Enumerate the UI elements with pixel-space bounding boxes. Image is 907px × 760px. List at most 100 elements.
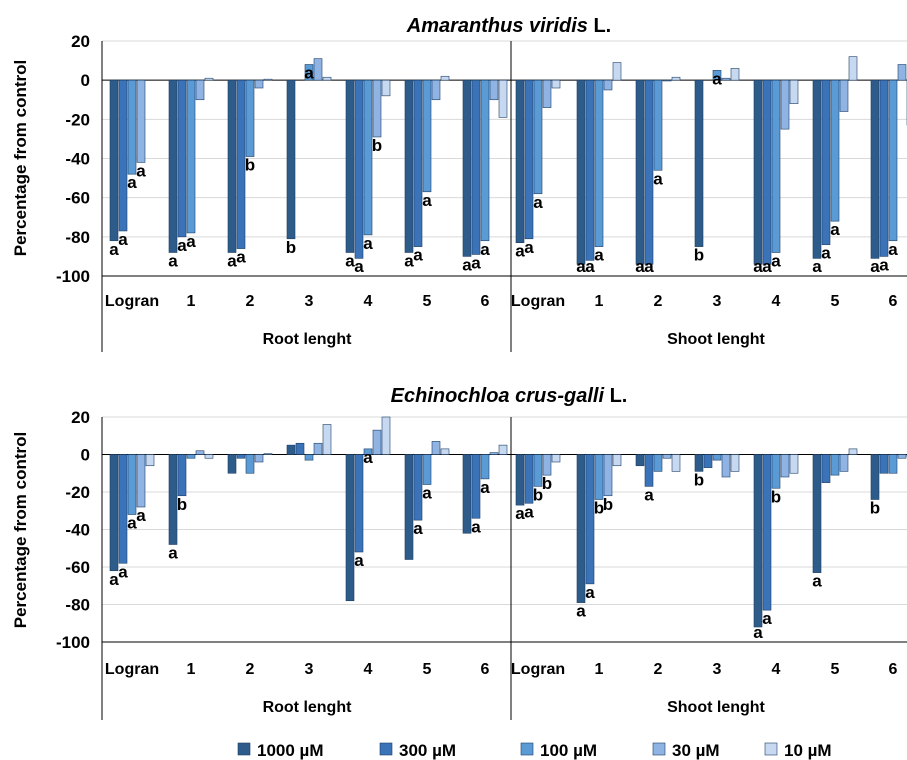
significance-letter: a: [753, 257, 763, 276]
bar: [821, 79, 831, 245]
category-label: 6: [889, 293, 898, 310]
significance-letter: a: [422, 484, 432, 503]
significance-letter: a: [821, 244, 831, 263]
significance-letter: a: [644, 257, 654, 276]
bar: [177, 79, 187, 238]
bar: [730, 454, 740, 472]
legend-label: 1000 µM: [257, 741, 324, 760]
bar: [404, 454, 414, 560]
significance-letter: a: [812, 257, 822, 276]
bar: [195, 79, 205, 101]
bar: [533, 79, 543, 195]
significance-letter: a: [533, 193, 543, 212]
significance-letter: b: [694, 246, 704, 265]
significance-letter: a: [585, 583, 595, 602]
group-label: Root lenght: [263, 699, 353, 716]
category-label: 4: [364, 661, 373, 678]
bar: [227, 454, 237, 474]
echinochloa-chart: 20 0 -20 -40 -60 -80 -100 Echinochloa crus-gall…: [11, 385, 907, 720]
bar: [594, 79, 604, 247]
bar: [653, 79, 663, 171]
bar: [363, 448, 373, 455]
category-label: 1: [595, 661, 604, 678]
significance-letter: a: [830, 220, 840, 239]
bar: [644, 79, 654, 265]
bar: [431, 79, 441, 101]
category-label: 5: [831, 661, 840, 678]
bar: [780, 454, 790, 478]
bar: [635, 454, 645, 467]
bar: [440, 75, 450, 81]
bar: [422, 79, 432, 193]
significance-letter: a: [753, 623, 763, 642]
bar: [354, 79, 364, 259]
significance-letter: a: [136, 161, 146, 180]
significance-letter: a: [177, 236, 187, 255]
bar: [879, 454, 889, 474]
bar: [771, 454, 781, 489]
y-axis-title: Percentage from control: [11, 60, 30, 257]
significance-letter: a: [888, 240, 898, 259]
legend-label: 10 µM: [784, 741, 832, 760]
bar: [730, 68, 740, 81]
bar: [848, 56, 858, 81]
bar: [789, 79, 799, 104]
significance-letter: a: [127, 514, 137, 533]
significance-letter: a: [524, 502, 534, 521]
bar: [177, 454, 187, 497]
category-label: 5: [831, 293, 840, 310]
bar: [644, 454, 654, 487]
significance-letter: a: [594, 246, 604, 265]
bar: [551, 79, 561, 89]
significance-letter: b: [771, 487, 781, 506]
y-tick-label: 0: [81, 446, 90, 465]
bar: [524, 79, 534, 240]
bar: [236, 454, 246, 459]
bar: [186, 454, 196, 459]
bar: [533, 454, 543, 487]
y-axis-title: Percentage from control: [11, 432, 30, 629]
bar: [480, 454, 490, 480]
bar: [498, 79, 508, 118]
significance-letter: a: [136, 506, 146, 525]
bar: [263, 453, 273, 455]
significance-letter: b: [533, 485, 543, 504]
legend-swatch: [379, 742, 393, 756]
significance-letter: b: [603, 495, 613, 514]
group-label: Root lenght: [263, 331, 353, 348]
category-label: 5: [423, 661, 432, 678]
category-label: Logran: [511, 293, 565, 310]
category-label: 5: [423, 293, 432, 310]
chart-title: Amaranthus viridis L.: [406, 15, 612, 37]
bar: [662, 79, 672, 82]
category-label: 4: [772, 293, 781, 310]
bar: [372, 429, 382, 455]
bar: [195, 450, 205, 455]
category-label: 3: [713, 661, 722, 678]
bar: [136, 79, 146, 163]
bar: [812, 454, 822, 573]
category-label: 2: [654, 661, 663, 678]
bar: [254, 454, 264, 463]
y-tick-label: -60: [65, 189, 90, 208]
bar: [712, 70, 722, 81]
significance-letter: a: [515, 242, 525, 261]
bar: [413, 79, 423, 247]
bar: [635, 79, 645, 265]
y-tick-label: -40: [65, 521, 90, 540]
significance-letter: a: [363, 234, 373, 253]
significance-letter: a: [471, 517, 481, 536]
significance-letter: a: [354, 551, 364, 570]
significance-letter: b: [286, 238, 296, 257]
significance-letter: a: [118, 230, 128, 249]
significance-letter: a: [304, 64, 314, 83]
bar: [576, 454, 586, 603]
bar: [671, 454, 681, 472]
bar: [721, 77, 731, 81]
bar: [345, 79, 355, 253]
bar: [653, 454, 663, 472]
significance-letter: b: [694, 470, 704, 489]
legend-label: 100 µM: [540, 741, 597, 760]
bar: [489, 452, 499, 455]
